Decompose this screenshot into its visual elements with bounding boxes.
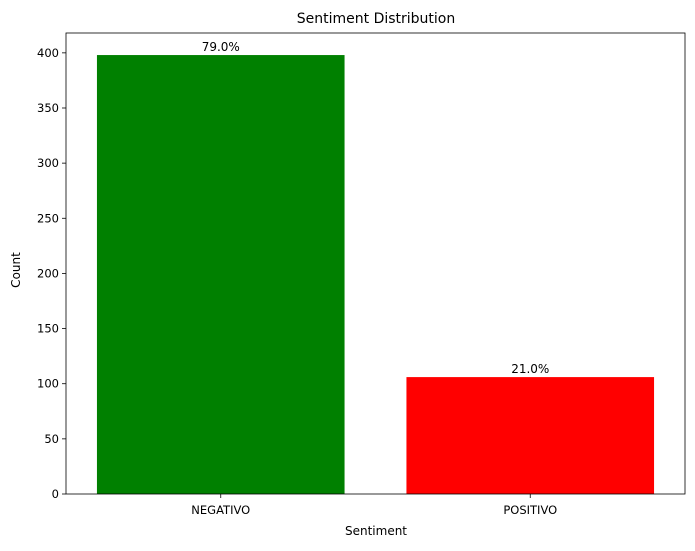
y-axis-label: Count	[9, 252, 23, 288]
data-label-negativo: 79.0%	[202, 40, 240, 54]
data-label-positivo: 21.0%	[511, 362, 549, 376]
chart-title: Sentiment Distribution	[297, 11, 456, 27]
plot-frame	[65, 32, 686, 495]
y-tick-label: 50	[44, 432, 59, 446]
y-tick-label: 400	[37, 46, 59, 60]
y-tick-label: 250	[37, 211, 59, 225]
y-tick-label: 100	[37, 377, 59, 391]
bar-negativo	[96, 55, 345, 495]
axes-layer: NEGATIVO POSITIVO 0 50 100 150 200 250 300 350 400	[37, 32, 686, 517]
x-tick-label-positivo: POSITIVO	[503, 503, 557, 517]
bar-positivo	[406, 377, 655, 494]
y-tick-label: 0	[52, 487, 59, 501]
y-tick-label: 350	[37, 101, 59, 115]
x-tick-label-negativo: NEGATIVO	[191, 503, 250, 517]
bars-layer: 79.0% 21.0%	[96, 40, 655, 495]
x-axis-label: Sentiment	[345, 524, 407, 538]
y-tick-label: 300	[37, 156, 59, 170]
y-tick-label: 200	[37, 266, 59, 280]
y-tick-label: 150	[37, 322, 59, 336]
